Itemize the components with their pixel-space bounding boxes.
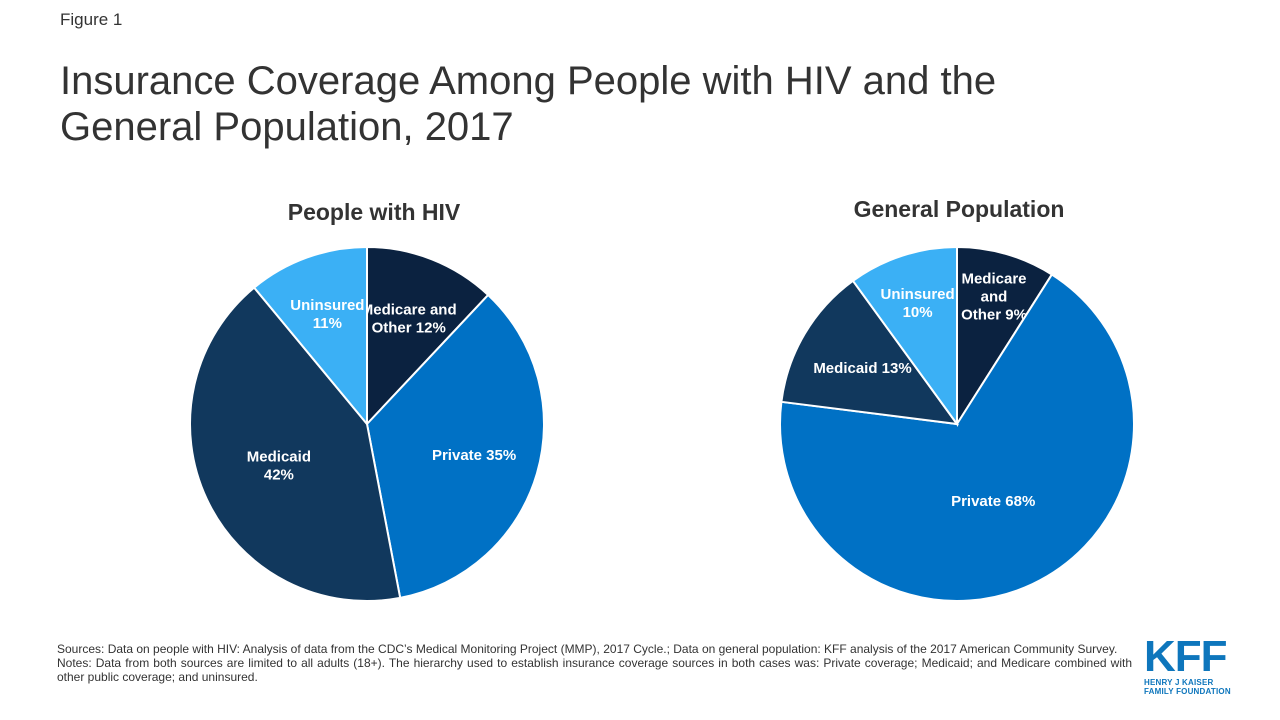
pie-slice-hiv-uninsured [252, 245, 368, 427]
logo-subline-1: HENRY J KAISER [1144, 678, 1214, 687]
pie-label-line: 11% [313, 315, 342, 332]
pie-label-line: 42% [264, 466, 294, 483]
pie-label-line: Private 35% [432, 447, 516, 464]
pie-label-line: Medicare and [361, 302, 457, 319]
footnote-notes: Notes: Data from both sources are limite… [57, 656, 1132, 684]
footnote-sources: Sources: Data on people with HIV: Analys… [57, 642, 1118, 656]
pie-label-line: Other 12% [372, 320, 446, 337]
pie-label-hiv-private: Private 35% [432, 447, 516, 464]
pie-title-people-with-hiv: People with HIV [287, 199, 461, 225]
pie-slice-hiv-medicare-and-other [366, 245, 490, 427]
pie-label-hiv-uninsured: Uninsured 11% [290, 297, 364, 332]
pie-label-line: Medicaid [247, 448, 311, 465]
pie-label-hiv-medicaid: Medicaid 42% [247, 448, 311, 483]
logo-subline-2: FAMILY FOUNDATION [1144, 687, 1231, 696]
pie-label-hiv-medicare-and-other: Medicare and Other 12% [361, 302, 457, 337]
pie-slice-hiv-private [365, 293, 545, 600]
logo-wordmark: KFF [1144, 632, 1228, 681]
pie-title-general-population: General Population [853, 196, 1065, 222]
page-title-line-1: Insurance Coverage Among People with HIV… [60, 59, 997, 103]
pie-label-line: Uninsured [290, 297, 364, 314]
pie-slice-hiv-medicaid [189, 286, 402, 602]
page-title-line-2: General Population, 2017 [60, 105, 514, 149]
page-title: Insurance Coverage Among People with HIV… [60, 58, 1160, 150]
figure-label: Figure 1 [60, 10, 123, 29]
footnotes: Sources: Data on people with HIV: Analys… [57, 642, 1132, 684]
kff-logo: KFF HENRY J KAISER FAMILY FOUNDATION [1144, 632, 1240, 697]
